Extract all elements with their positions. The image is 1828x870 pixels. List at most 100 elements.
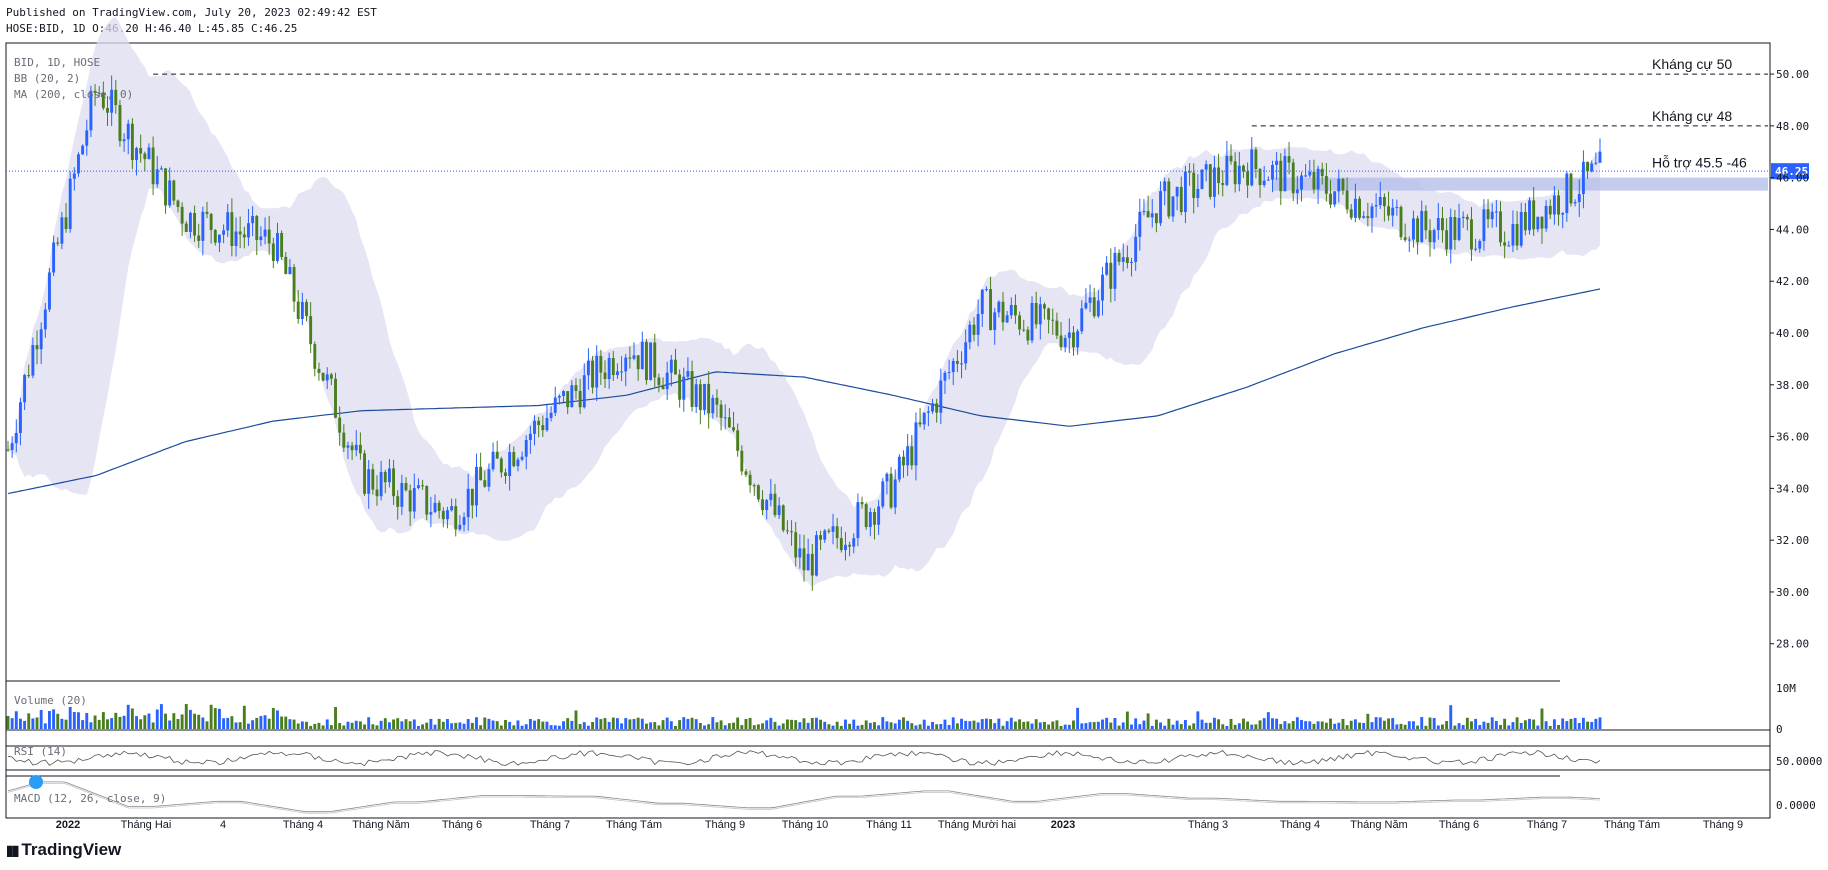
volume-bar [1159, 722, 1162, 729]
candle-body [280, 232, 284, 257]
annotation-labels: Kháng cự 50 Kháng cự 48 Hỗ trợ 45.5 -46 [1652, 56, 1747, 171]
candle-body [1200, 169, 1204, 189]
candle-body [1474, 248, 1478, 250]
volume-bar [106, 719, 109, 729]
candle-body [1279, 160, 1283, 192]
volume-bar [39, 710, 43, 729]
candle-body [537, 420, 541, 426]
published-line: Published on TradingView.com, July 20, 2… [6, 6, 377, 19]
candle-body [740, 450, 744, 472]
rsi-line [7, 749, 1601, 767]
volume-bar [1063, 724, 1067, 729]
candle-body [615, 371, 619, 376]
candle-body [222, 230, 226, 235]
volume-bar [881, 717, 885, 729]
volume-bar [653, 722, 657, 729]
volume-bar [711, 717, 715, 729]
tv-cloud-icon[interactable] [29, 775, 43, 789]
candle-body [727, 417, 731, 428]
candle-body [1366, 216, 1370, 219]
ohlc-line: HOSE:BID, 1D O:46.20 H:46.40 L:45.85 C:4… [6, 22, 298, 35]
volume-bar [143, 715, 147, 729]
volume-bar [1378, 717, 1382, 729]
candle-body [1266, 179, 1270, 181]
volume-bar [118, 716, 122, 729]
volume-bar [346, 721, 350, 729]
volume-bar [358, 721, 362, 729]
candle-body [719, 404, 723, 418]
candle-body [421, 485, 425, 487]
volume-bar [1237, 723, 1241, 729]
macd-layer [7, 781, 1601, 814]
candle-body [188, 212, 192, 232]
volume-bar [1428, 717, 1432, 729]
volume-bar [765, 720, 769, 729]
bollinger-band [8, 16, 1600, 588]
candle-body [6, 449, 10, 451]
volume-bar [305, 721, 308, 729]
volume-bar [1291, 721, 1295, 729]
volume-bar [827, 724, 831, 729]
volume-bar [1005, 721, 1009, 729]
candle-body [968, 324, 972, 343]
candle-body [1101, 274, 1104, 301]
tradingview-logo[interactable]: ▮▮ TradingView [6, 840, 121, 860]
candle-body [578, 390, 582, 408]
candle-body [1544, 205, 1548, 229]
candle-body [10, 443, 14, 450]
candle-body [1291, 162, 1295, 194]
volume-bar [1043, 721, 1046, 729]
price-tick-label: 32.00 [1776, 534, 1809, 547]
candle-body [97, 92, 101, 94]
volume-bar [101, 712, 105, 729]
candle-body [885, 473, 889, 482]
tradingview-logo-icon: ▮▮ [6, 841, 19, 858]
volume-bar [1329, 718, 1332, 729]
support-zone [1272, 177, 1768, 191]
volume-bar [839, 725, 843, 729]
time-axis-label: Tháng 4 [283, 819, 323, 831]
volume-bar [682, 717, 686, 729]
volume-bar [23, 720, 27, 729]
volume-bar [491, 720, 495, 729]
volume-bar [1204, 722, 1208, 729]
volume-bar [1246, 721, 1250, 729]
volume-bar [371, 724, 375, 729]
candle-body [1561, 213, 1565, 215]
candle-body [1030, 303, 1034, 341]
volume-bar [591, 721, 595, 729]
candle-body [997, 301, 1001, 313]
candle-body [960, 363, 963, 365]
candle-body [300, 301, 304, 320]
candle-body [964, 342, 968, 364]
candle-body [259, 236, 263, 241]
volume-bar [433, 724, 437, 729]
candle-body [1246, 171, 1250, 186]
candle-body [1063, 338, 1067, 348]
candle-body [1411, 218, 1415, 240]
volume-bar [777, 725, 781, 729]
volume-bar [1474, 718, 1478, 729]
volume-bar [1548, 725, 1552, 729]
volume-bar [242, 705, 246, 729]
candle-body [1320, 168, 1324, 177]
candle-body [1387, 206, 1391, 216]
volume-bar [168, 720, 172, 729]
candle-body [1511, 223, 1515, 246]
candle-body [748, 474, 752, 486]
volume-bar [230, 716, 234, 729]
volume-bar [1391, 718, 1395, 729]
candle-body [433, 502, 437, 513]
volume-bar [1233, 724, 1237, 729]
volume-bar [723, 725, 727, 729]
volume-bar [1511, 722, 1515, 729]
candle-body [918, 422, 922, 425]
candle-body [1080, 308, 1084, 332]
volume-bar [379, 720, 383, 729]
candle-body [1130, 261, 1133, 263]
volume-bar [835, 721, 839, 729]
candle-body [785, 530, 789, 532]
candle-body [1395, 206, 1399, 208]
candle-body [1436, 218, 1440, 231]
